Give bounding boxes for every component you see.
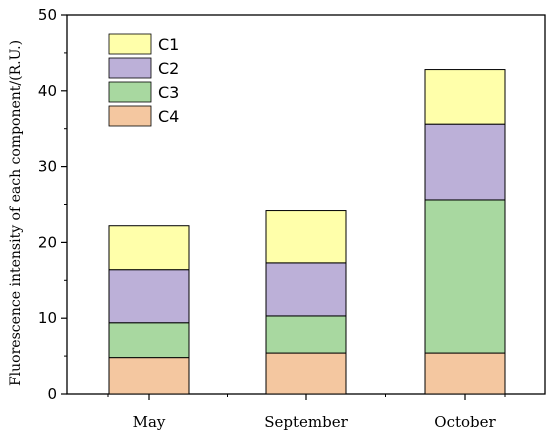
bar-october-c1	[424, 69, 506, 125]
legend-label-c4: C4	[158, 107, 179, 126]
bar-may-c1	[108, 225, 190, 271]
y-axis-title: Fluorescence intensity of each component…	[8, 40, 24, 386]
y-tick-label: 20	[38, 233, 57, 251]
bar-may-c3	[108, 322, 190, 359]
x-category-label: May	[133, 413, 166, 431]
bar-september-c2	[265, 262, 347, 317]
legend-swatch-c2	[108, 57, 152, 79]
x-category-label: September	[264, 413, 348, 431]
legend-swatch-c3	[108, 81, 152, 103]
bar-september-c1	[265, 210, 347, 264]
bar-september-c4	[265, 352, 347, 395]
legend-label-c2: C2	[158, 59, 179, 78]
y-tick-label: 30	[38, 158, 57, 176]
y-tick-label: 40	[38, 82, 57, 100]
x-axis: May September October	[107, 394, 506, 431]
x-category-label: October	[434, 413, 496, 431]
bar-may-c4	[108, 357, 190, 395]
legend-label-c1: C1	[158, 35, 179, 54]
y-tick-label: 10	[38, 309, 57, 327]
y-axis: 0 10 20 30 40 50	[38, 6, 67, 403]
bar-may-c2	[108, 269, 190, 324]
bar-october-c3	[424, 199, 506, 354]
legend-swatch-c4	[108, 105, 152, 127]
bar-october-c4	[424, 352, 506, 395]
y-tick-label: 0	[47, 385, 57, 403]
y-tick-label: 50	[38, 6, 57, 24]
legend-label-c3: C3	[158, 83, 179, 102]
bar-october-c2	[424, 123, 506, 201]
legend: C1 C2 C3 C4	[108, 33, 179, 127]
bar-september-c3	[265, 315, 347, 354]
legend-swatch-c1	[108, 33, 152, 55]
